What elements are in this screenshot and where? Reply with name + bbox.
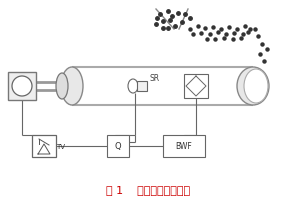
Ellipse shape xyxy=(128,80,138,94)
Bar xyxy=(32,135,56,157)
Bar xyxy=(8,73,36,101)
Bar xyxy=(137,82,147,92)
Text: M: M xyxy=(18,82,26,91)
Ellipse shape xyxy=(12,77,32,96)
Ellipse shape xyxy=(244,70,268,103)
Text: W: W xyxy=(193,84,200,90)
Text: TV: TV xyxy=(57,143,66,149)
Text: SR: SR xyxy=(150,74,160,83)
Text: 图 1    系统硬件组成框图: 图 1 系统硬件组成框图 xyxy=(106,184,190,194)
Ellipse shape xyxy=(61,68,83,105)
Ellipse shape xyxy=(237,68,269,105)
Ellipse shape xyxy=(56,74,68,100)
Text: BWF: BWF xyxy=(176,142,192,151)
Text: Q: Q xyxy=(115,142,121,151)
Bar xyxy=(107,135,129,157)
Bar xyxy=(184,75,208,99)
Bar xyxy=(163,135,205,157)
